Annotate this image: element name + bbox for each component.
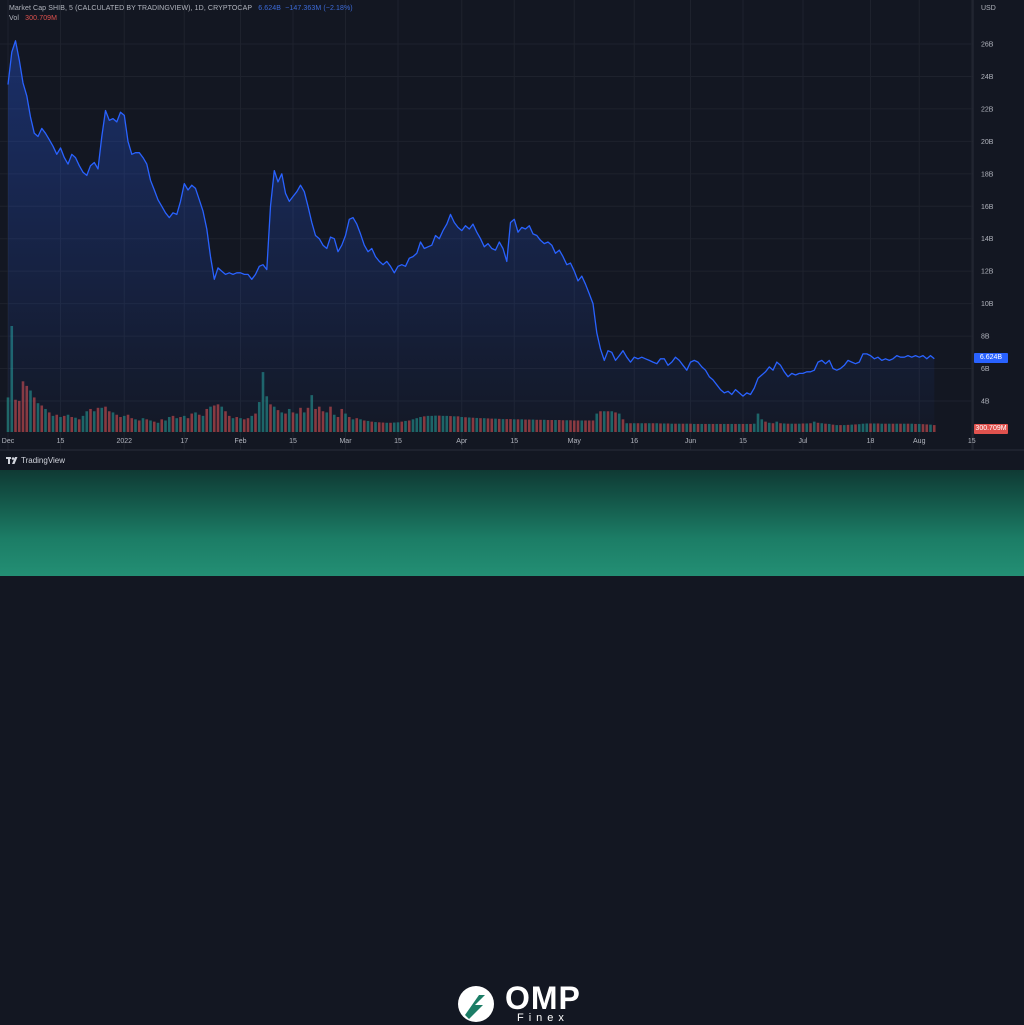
- y-tick-label: 16B: [981, 204, 994, 211]
- y-tick-label: 22B: [981, 106, 994, 113]
- x-tick-label: May: [568, 438, 582, 445]
- omp-logo-icon: [458, 986, 494, 1022]
- tradingview-label: TradingView: [21, 456, 66, 465]
- y-tick-label: 18B: [981, 171, 994, 178]
- x-tick-label: 18: [867, 438, 875, 445]
- price-line: [7, 40, 935, 397]
- x-tick-label: Jun: [685, 438, 696, 445]
- change-value: −147.363M (−2.18%): [285, 5, 353, 12]
- y-tick-label: 26B: [981, 42, 994, 49]
- price-area: [8, 40, 935, 433]
- price-area-fill: [8, 40, 935, 433]
- chart-panel: 4B 6B 8B 10B 12B 14B 16B 18B 20B 22B 24B 26B Dec 15 2…: [0, 0, 1024, 470]
- x-tick-label: 16: [630, 438, 638, 445]
- last-volume-tag: 300.709M: [974, 424, 1008, 434]
- tradingview-brand[interactable]: TradingView: [6, 456, 65, 465]
- x-tick-label: 15: [394, 438, 402, 445]
- chart-plot[interactable]: 4B 6B 8B 10B 12B 14B 16B 18B 20B 22B 24B 26B Dec 15 2…: [0, 0, 1024, 470]
- tradingview-logo-icon: [6, 457, 18, 464]
- x-tick-label: 15: [968, 438, 976, 445]
- symbol-title[interactable]: Market Cap SHIB, 5 (CALCULATED BY TRADIN…: [9, 5, 253, 12]
- volume-value: 300.709M: [25, 15, 58, 22]
- currency-label[interactable]: USD: [981, 5, 996, 12]
- logo-main-text: OMP: [505, 980, 581, 1016]
- x-axis-ticks: Dec 15 2022 17 Feb 15 Mar 15 Apr 15 May 16 Jun 15 Jul 1…: [2, 438, 976, 445]
- x-tick-label: Dec: [2, 438, 15, 445]
- last-price-tag: 6.624B: [974, 353, 1008, 363]
- x-tick-label: 15: [57, 438, 65, 445]
- price-series-line: [7, 40, 935, 397]
- omp-finex-logo: OMP Finex: [455, 980, 581, 1025]
- x-tick-label: Jul: [799, 438, 808, 445]
- last-value: 6.624B: [258, 5, 282, 12]
- y-tick-label: 4B: [981, 399, 990, 406]
- y-tick-label: 14B: [981, 236, 994, 243]
- volume-legend: Vol 300.709M: [9, 15, 57, 22]
- volume-label[interactable]: Vol: [9, 15, 20, 22]
- logo-sub-text: Finex: [517, 1012, 569, 1024]
- x-tick-label: Feb: [234, 438, 246, 445]
- y-tick-label: 10B: [981, 301, 994, 308]
- x-tick-label: 2022: [116, 438, 132, 445]
- x-tick-label: Apr: [456, 438, 468, 445]
- x-tick-label: 15: [289, 438, 297, 445]
- y-tick-label: 12B: [981, 269, 994, 276]
- x-tick-label: Aug: [913, 438, 926, 445]
- x-tick-label: Mar: [339, 438, 352, 445]
- chart-legend-title: Market Cap SHIB, 5 (CALCULATED BY TRADIN…: [9, 5, 353, 12]
- y-tick-label: 8B: [981, 334, 990, 341]
- y-tick-label: 6B: [981, 366, 990, 373]
- y-axis-ticks: 4B 6B 8B 10B 12B 14B 16B 18B 20B 22B 24B 26B: [981, 42, 994, 406]
- volume-bar: [6, 397, 10, 432]
- y-tick-label: 20B: [981, 139, 994, 146]
- x-tick-label: 15: [510, 438, 518, 445]
- x-tick-label: 15: [739, 438, 747, 445]
- y-tick-label: 24B: [981, 74, 994, 81]
- footer-banner: OMP Finex: [0, 470, 1024, 1024]
- x-tick-label: 17: [180, 438, 188, 445]
